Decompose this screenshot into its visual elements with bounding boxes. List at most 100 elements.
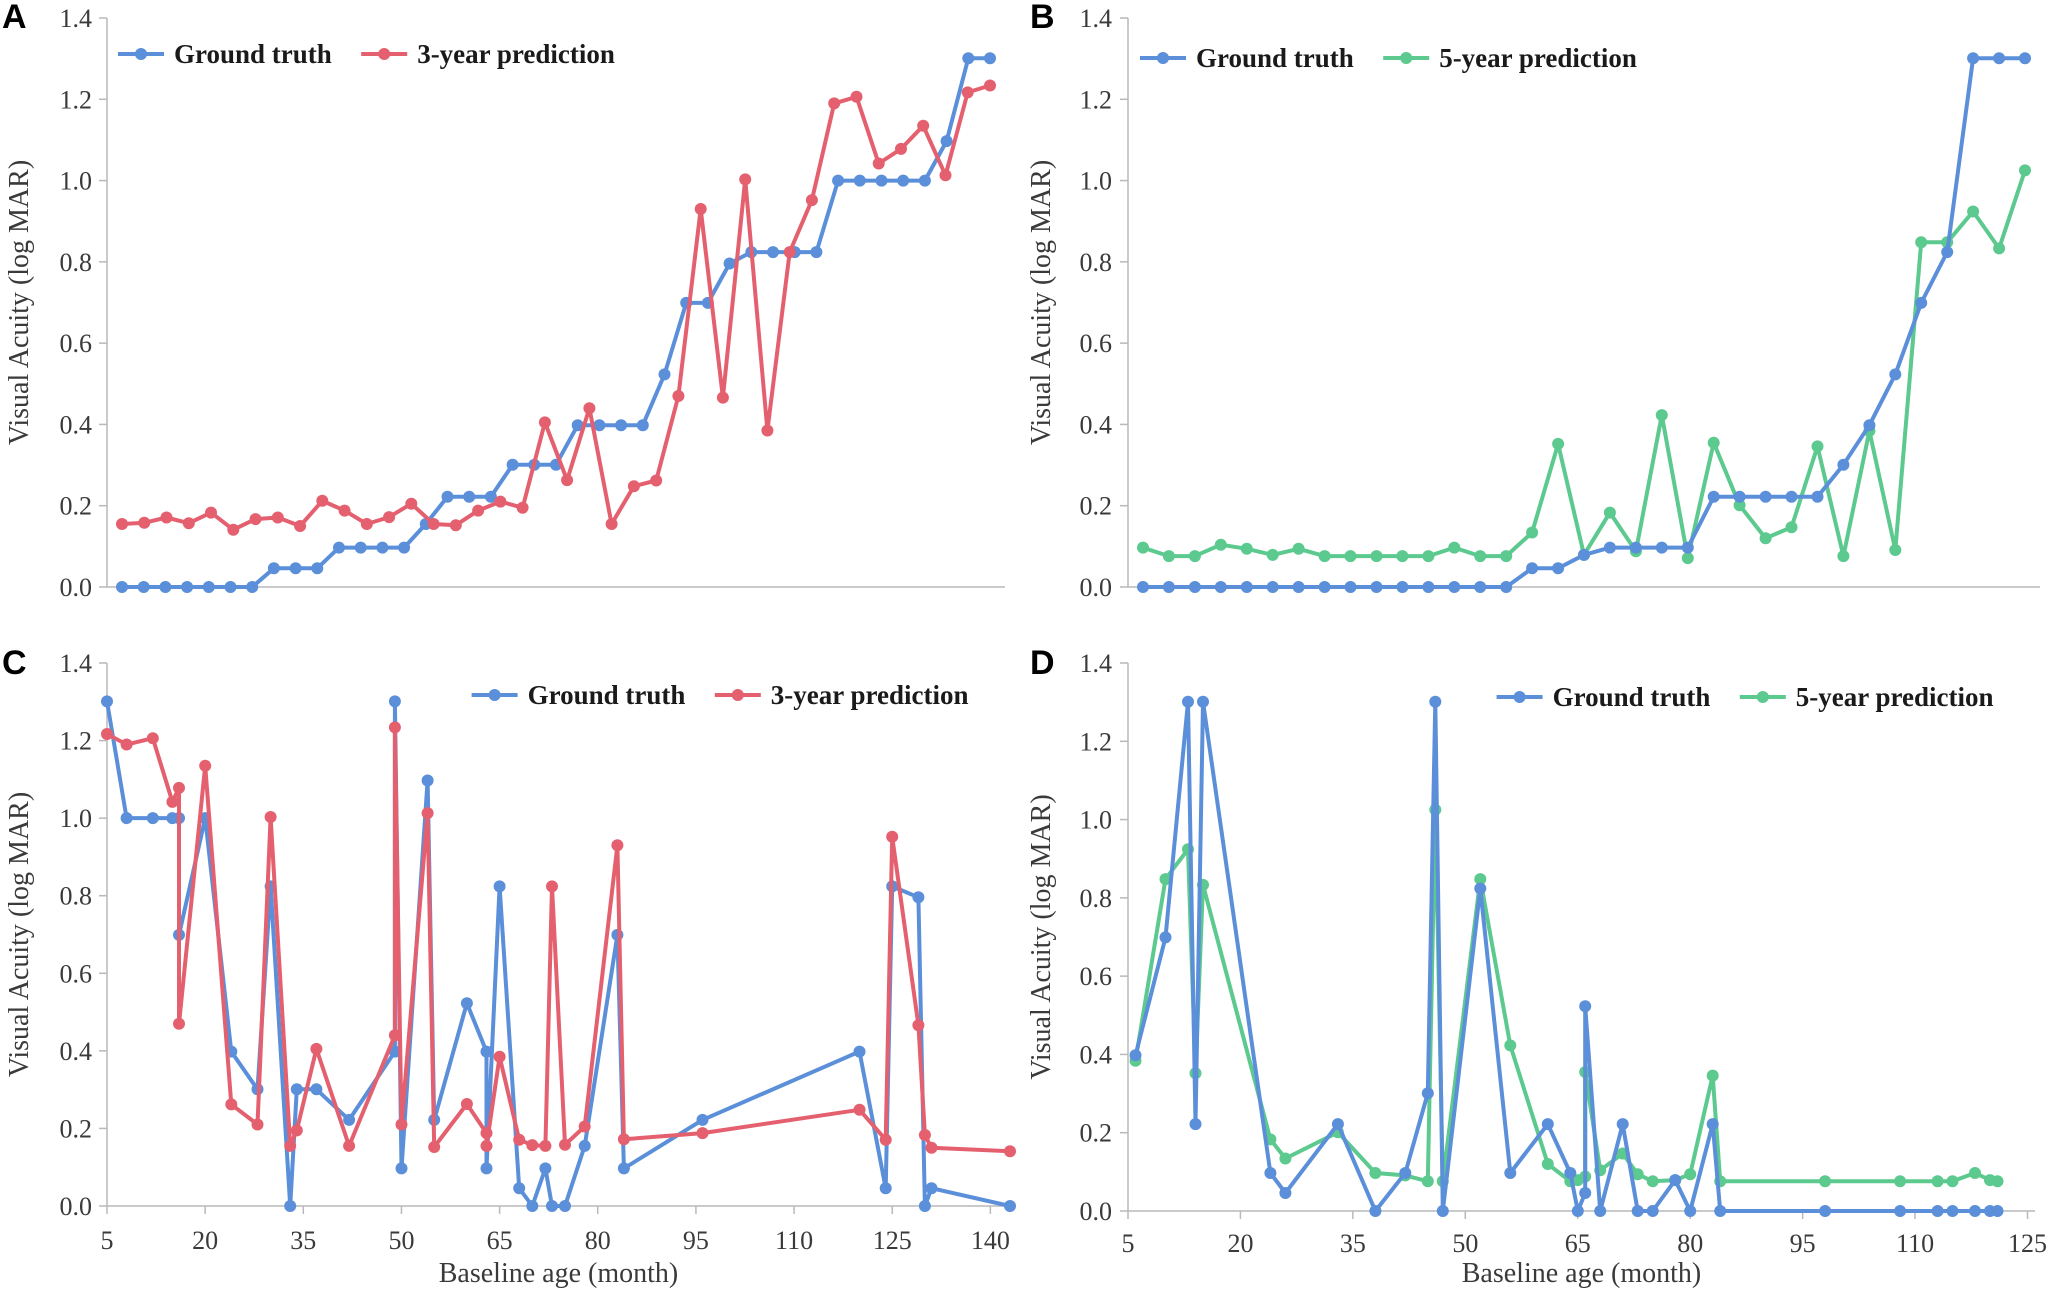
panel-b: 0.0 0.2 0.4 0.6 0.8 1.0 1.2 1.4 Visual Acuity (l…: [1026, 0, 2040, 602]
data-point: [101, 695, 113, 708]
x-tick-label: 95: [683, 1226, 709, 1255]
data-point: [1396, 581, 1409, 593]
data-point: [1500, 550, 1513, 563]
legend-label: Ground truth: [528, 680, 686, 710]
data-point: [1931, 1205, 1944, 1217]
panel-label: C: [2, 644, 27, 682]
data-point: [166, 795, 179, 808]
legend-marker: [1400, 52, 1413, 64]
data-point: [1931, 1175, 1944, 1188]
x-tick-label: 50: [388, 1226, 414, 1255]
data-point: [199, 759, 212, 772]
y-tick-label: 0.0: [60, 573, 93, 602]
data-point: [227, 523, 240, 536]
legend-item: 3-year prediction: [361, 39, 615, 69]
data-point: [810, 246, 823, 259]
data-point: [1646, 1175, 1659, 1188]
data-point: [1894, 1205, 1907, 1217]
data-point: [284, 1139, 297, 1152]
series-ground-truth: [1129, 695, 2004, 1217]
data-point: [376, 541, 389, 554]
legend-label: Ground truth: [1553, 682, 1711, 712]
data-point: [1655, 409, 1668, 422]
data-point: [1991, 1205, 2004, 1217]
data-point: [1422, 581, 1435, 593]
data-point: [1889, 544, 1902, 556]
data-point: [1733, 490, 1746, 503]
data-point: [1733, 499, 1746, 512]
data-point: [1991, 1175, 2004, 1188]
data-point: [897, 174, 910, 187]
data-point: [805, 194, 818, 207]
data-point: [875, 174, 888, 187]
legend-label: 5-year prediction: [1796, 682, 1994, 712]
y-tick-label: 1.4: [60, 649, 93, 678]
data-point: [546, 880, 558, 893]
data-point: [559, 1200, 571, 1212]
data-point: [460, 997, 473, 1010]
data-point: [405, 497, 418, 510]
data-point: [1279, 1152, 1292, 1165]
y-tick-label: 1.2: [60, 85, 93, 114]
data-point: [449, 519, 462, 532]
data-point: [343, 1113, 356, 1126]
data-point: [310, 1083, 323, 1096]
x-tick-label: 5: [101, 1226, 114, 1255]
data-point: [1137, 541, 1149, 554]
series-3-year-prediction: [116, 79, 996, 536]
data-point: [1370, 550, 1383, 563]
series-line: [121, 83, 991, 532]
panel-label: B: [1030, 0, 1055, 36]
data-point: [1706, 1069, 1719, 1082]
data-point: [723, 257, 736, 270]
data-point: [1819, 1175, 1832, 1188]
data-point: [850, 90, 863, 103]
data-point: [513, 1133, 526, 1146]
data-point: [388, 1045, 401, 1058]
x-tick-label: 35: [290, 1226, 316, 1255]
data-point: [1894, 1175, 1907, 1188]
legend-item: 3-year prediction: [714, 680, 969, 710]
data-point: [1421, 1175, 1434, 1188]
data-point: [1629, 541, 1642, 554]
y-tick-label: 0.8: [60, 882, 93, 911]
data-point: [918, 1129, 931, 1141]
data-point: [1681, 552, 1694, 565]
data-point: [421, 807, 434, 820]
x-tick-label: 50: [1452, 1229, 1478, 1258]
legend-item: Ground truth: [471, 680, 686, 710]
series-3-year-prediction: [101, 721, 1016, 1158]
data-point: [138, 516, 151, 529]
data-point: [354, 541, 367, 554]
x-tick-label: 95: [1790, 1229, 1816, 1258]
data-point: [1579, 1187, 1592, 1199]
data-point: [1684, 1168, 1697, 1181]
data-point: [311, 562, 324, 575]
series-5-year-prediction: [1137, 164, 2031, 565]
data-point: [940, 135, 953, 148]
x-tick-label: 140: [971, 1226, 1010, 1255]
data-point: [1552, 562, 1565, 575]
data-point: [526, 1200, 539, 1212]
data-point: [1564, 1167, 1577, 1179]
data-point: [182, 517, 195, 530]
y-tick-label: 0.6: [60, 329, 93, 358]
data-point: [912, 891, 925, 904]
panel-label: A: [2, 0, 27, 36]
data-point: [267, 562, 280, 575]
data-point: [310, 1042, 323, 1055]
data-point: [1266, 581, 1279, 593]
data-point: [289, 562, 302, 575]
series-line: [105, 699, 1011, 1208]
legend: Ground truth 3-year prediction: [118, 39, 615, 69]
data-point: [1162, 550, 1175, 563]
x-tick-label: 80: [585, 1226, 611, 1255]
panel-c: 0.0 0.2 0.4 0.6 0.8 1.0 1.2 1.4 5 20 35 50 65 80 95 110…: [2, 644, 1016, 1289]
y-tick-label: 1.2: [1080, 85, 1113, 114]
data-point: [627, 480, 640, 493]
y-tick-label: 0.2: [60, 492, 93, 521]
data-point: [159, 581, 172, 593]
legend-item: Ground truth: [118, 39, 332, 69]
data-point: [1369, 1205, 1382, 1217]
data-point: [181, 581, 194, 593]
